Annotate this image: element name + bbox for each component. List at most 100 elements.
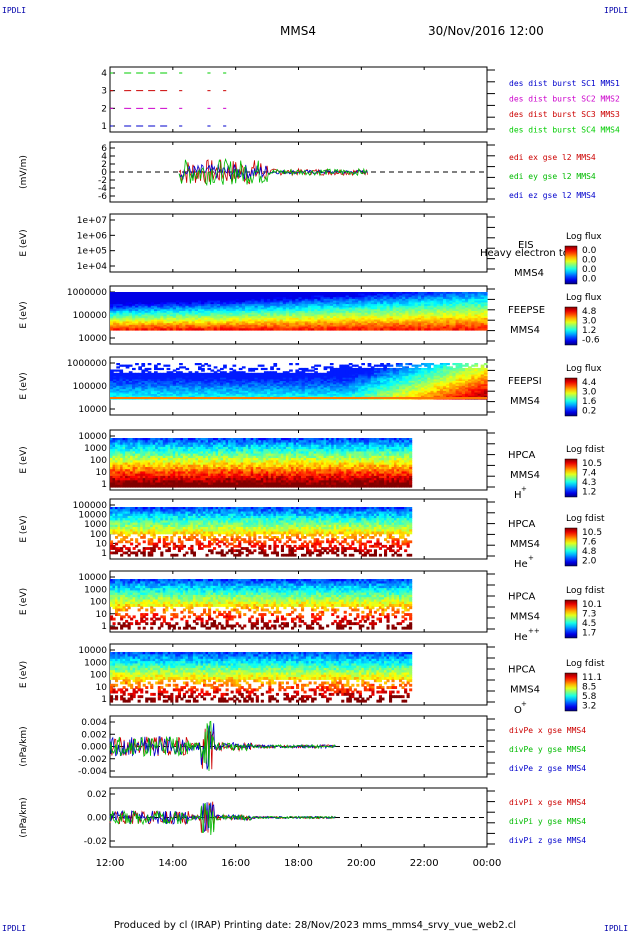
feepse-heatmap-cell xyxy=(320,305,325,309)
feepsi-heatmap-cell xyxy=(449,374,453,377)
feepse-heatmap-cell xyxy=(169,317,174,321)
feepsi-heatmap-cell xyxy=(198,384,202,387)
feepse-heatmap-cell xyxy=(446,311,450,314)
feepse-heatmap-cell xyxy=(226,300,230,303)
feepse-heatmap-cell xyxy=(477,293,482,296)
feepsi-heatmap-cell xyxy=(336,371,340,374)
feepse-heatmap-cell xyxy=(273,314,278,317)
feepsi-heatmap-cell xyxy=(273,387,278,390)
feepse-heatmap-cell xyxy=(194,316,199,319)
feepse-heatmap-cell xyxy=(144,311,149,314)
feepsi-heatmap-cell xyxy=(405,392,409,395)
feepse-heatmap-cell xyxy=(194,321,199,324)
feepsi-heatmap-cell xyxy=(333,377,337,380)
feepse-heatmap-cell xyxy=(301,293,306,296)
feepsi-heatmap-cell xyxy=(166,374,171,377)
feepse-heatmap-cell xyxy=(263,297,268,300)
feepse-heatmap-cell xyxy=(207,316,212,319)
feepse-heatmap-cell xyxy=(436,304,441,307)
feepse-heatmap-cell xyxy=(188,326,193,329)
feepsi-heatmap-cell xyxy=(417,372,422,375)
feepsi-heatmap-cell xyxy=(455,376,460,379)
feepse-heatmap-cell xyxy=(468,312,472,315)
feepse-heatmap-cell xyxy=(436,323,441,326)
feepse-heatmap-cell xyxy=(477,323,482,326)
feepsi-heatmap-cell xyxy=(198,389,202,392)
feepsi-heatmap-cell xyxy=(430,376,435,379)
feepse-heatmap-cell xyxy=(188,316,193,319)
feepse-heatmap-cell xyxy=(389,312,394,315)
feepse-heatmap-cell xyxy=(377,305,381,309)
feepsi-heatmap-cell xyxy=(285,394,290,397)
feepse-heatmap-cell xyxy=(166,314,171,317)
feepse-heatmap-cell xyxy=(113,311,117,314)
feepse-heatmap-cell xyxy=(458,312,463,315)
feepse-heatmap-cell xyxy=(210,314,215,317)
feepse-heatmap-cell xyxy=(176,309,180,312)
feepsi-heatmap-cell xyxy=(263,395,268,398)
feepse-ytick-label: 100000 xyxy=(73,311,108,321)
feepse-heatmap-cell xyxy=(201,314,205,317)
feepsi-heatmap-cell xyxy=(116,394,120,397)
feepse-heatmap-cell xyxy=(163,293,168,296)
feepse-heatmap-cell xyxy=(411,319,416,322)
feepsi-heatmap-cell xyxy=(307,369,312,372)
feepsi-heatmap-cell xyxy=(449,376,453,379)
feepsi-heatmap-cell xyxy=(163,364,168,367)
feepse-heatmap-cell xyxy=(333,309,337,312)
feepse-heatmap-cell xyxy=(279,312,284,315)
feepse-heatmap-cell xyxy=(452,305,457,309)
feepsi-heatmap-cell xyxy=(427,369,431,372)
feepsi-heatmap-cell xyxy=(301,385,306,389)
feepsi-heatmap-cell xyxy=(138,372,142,375)
feepse-heatmap-cell xyxy=(260,300,265,303)
feepse-heatmap-cell xyxy=(160,302,164,305)
feepsi-heatmap-cell xyxy=(150,384,155,387)
feepse-heatmap-cell xyxy=(226,323,230,326)
feepse-heatmap-cell xyxy=(417,317,422,321)
feepsi-heatmap-cell xyxy=(433,372,438,375)
feepsi-heatmap-cell xyxy=(295,385,300,389)
feepsi-heatmap-cell xyxy=(263,385,268,389)
feepsi-heatmap-cell xyxy=(191,385,196,389)
feepse-heatmap-cell xyxy=(135,298,139,302)
feepsi-heatmap-cell xyxy=(370,379,375,382)
feepse-heatmap-cell xyxy=(201,300,205,303)
feepsi-heatmap-cell xyxy=(361,377,365,380)
feepse-heatmap-cell xyxy=(361,295,365,298)
feepsi-heatmap-cell xyxy=(207,367,212,371)
feepse-heatmap-cell xyxy=(333,312,337,315)
feepse-heatmap-cell xyxy=(157,324,161,328)
feepse-heatmap-cell xyxy=(194,293,199,296)
feepse-heatmap-cell xyxy=(468,297,472,300)
feepsi-heatmap-cell xyxy=(292,390,296,393)
feepse-heatmap-cell xyxy=(119,316,124,319)
feepse-heatmap-cell xyxy=(132,311,136,314)
feepse-heatmap-cell xyxy=(135,295,139,298)
feepse-heatmap-cell xyxy=(333,297,337,300)
corner-label-top-left: IPDLI xyxy=(2,6,27,15)
feepsi-heatmap-cell xyxy=(405,387,409,390)
feepsi-heatmap-cell xyxy=(191,381,196,384)
feepse-heatmap-cell xyxy=(399,312,403,315)
feepse-heatmap-cell xyxy=(320,300,325,303)
feepsi-heatmap-cell xyxy=(386,381,391,384)
feepsi-heatmap-cell xyxy=(282,371,287,374)
feepsi-heatmap-cell xyxy=(427,392,431,395)
feepse-heatmap-cell xyxy=(160,326,164,329)
feepse-heatmap-cell xyxy=(166,309,171,312)
feepse-heatmap-cell xyxy=(226,314,230,317)
feepse-heatmap-cell xyxy=(483,307,488,310)
feepsi-ytick-label: 10000 xyxy=(78,405,107,415)
feepse-heatmap-cell xyxy=(229,305,234,309)
feepse-heatmap-cell xyxy=(292,319,296,322)
feepse-heatmap-cell xyxy=(386,317,391,321)
feepse-heatmap-cell xyxy=(355,319,359,322)
feepse-heatmap-cell xyxy=(471,295,475,298)
feepse-heatmap-cell xyxy=(414,311,419,314)
feepsi-heatmap-cell xyxy=(361,376,365,379)
feepsi-heatmap-cell xyxy=(345,364,350,367)
feepse-heatmap-cell xyxy=(373,323,378,326)
feepse-heatmap-cell xyxy=(439,305,444,309)
feepse-heatmap-cell xyxy=(304,317,309,321)
